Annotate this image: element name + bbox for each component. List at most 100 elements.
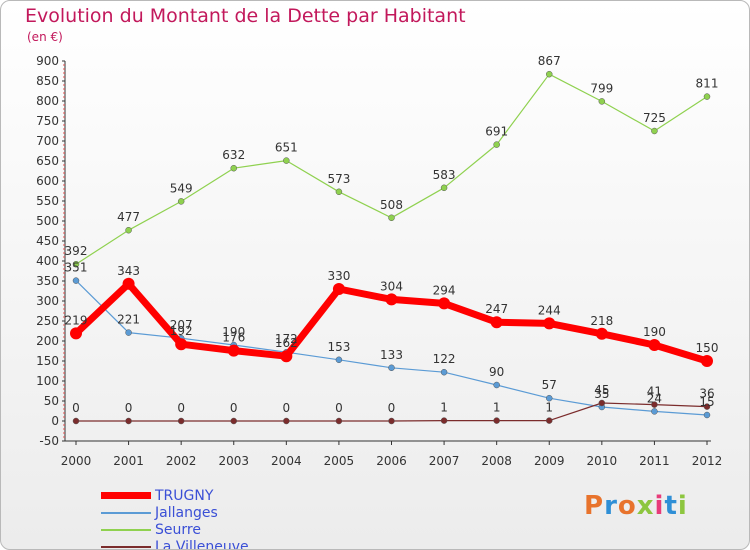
data-point	[543, 317, 556, 330]
x-tick-label: 2000	[61, 454, 92, 468]
y-tick-label: 200	[36, 334, 59, 348]
data-label: 1	[440, 401, 448, 415]
data-point	[703, 93, 711, 100]
data-label: 651	[275, 141, 298, 155]
data-point	[493, 417, 500, 424]
data-label: 0	[388, 401, 396, 415]
y-tick-label: 50	[44, 394, 59, 408]
data-point	[438, 297, 451, 310]
x-tick-label: 2007	[429, 454, 460, 468]
legend-swatch	[101, 545, 151, 548]
data-point	[598, 98, 606, 105]
data-label: 508	[380, 198, 403, 212]
data-label: 0	[335, 401, 343, 415]
y-tick-label: 550	[36, 194, 59, 208]
data-label: 15	[699, 395, 714, 409]
legend-label: Jallanges	[155, 504, 218, 521]
chart-title: Evolution du Montant de la Dette par Hab…	[25, 5, 466, 27]
x-tick-label: 2004	[271, 454, 302, 468]
x-tick-label: 2005	[324, 454, 355, 468]
data-label: 153	[327, 340, 350, 354]
data-label: 0	[177, 401, 185, 415]
data-point	[595, 327, 608, 340]
data-label: 304	[380, 279, 403, 293]
data-point	[125, 226, 132, 234]
legend-label: Seurre	[155, 521, 201, 538]
data-label: 133	[380, 348, 403, 362]
y-tick-label: 450	[36, 234, 59, 248]
x-tick-label: 2009	[534, 454, 565, 468]
data-label: 0	[125, 401, 133, 415]
x-tick-label: 2001	[113, 454, 144, 468]
legend-label: La Villeneuve	[155, 538, 249, 550]
y-tick-label: 350	[36, 274, 59, 288]
data-point	[177, 198, 185, 205]
data-point	[335, 188, 343, 196]
data-label: 0	[72, 401, 80, 415]
data-point	[280, 350, 293, 363]
data-label: 221	[117, 313, 140, 327]
data-point	[598, 399, 606, 407]
data-label: 45	[594, 383, 609, 397]
data-label: 0	[283, 401, 291, 415]
legend-item: Jallanges	[101, 504, 249, 521]
data-label: 90	[489, 365, 504, 379]
data-point	[125, 417, 132, 425]
y-tick-label: 0	[51, 414, 59, 428]
data-point	[335, 356, 343, 364]
data-point	[385, 293, 398, 306]
data-point	[72, 277, 80, 284]
data-label: 799	[590, 81, 613, 95]
data-point	[703, 411, 711, 419]
y-tick-label: 250	[36, 314, 59, 328]
data-label: 583	[433, 168, 456, 182]
data-label: 172	[275, 332, 298, 346]
data-label: 244	[538, 303, 561, 317]
brand-letter: i	[677, 491, 688, 521]
data-point	[335, 417, 343, 425]
x-tick-label: 2006	[376, 454, 407, 468]
data-label: 343	[117, 264, 140, 278]
data-point	[175, 338, 188, 351]
data-point	[70, 327, 82, 340]
data-label: 162	[275, 336, 298, 350]
data-label: 219	[65, 313, 88, 327]
data-label: 57	[542, 378, 557, 392]
legend-item: TRUGNY	[101, 487, 249, 504]
data-point	[72, 417, 80, 425]
data-label: 190	[222, 325, 245, 339]
brand-letter: t	[664, 491, 678, 521]
data-point	[651, 127, 658, 135]
chart-subtitle: (en €)	[27, 30, 63, 44]
data-label: 36	[699, 387, 714, 401]
data-label: 691	[485, 125, 508, 139]
data-label: 122	[433, 352, 456, 366]
data-point	[283, 417, 290, 425]
data-point	[230, 164, 237, 172]
legend-swatch	[101, 492, 151, 499]
brand-letter: x	[636, 491, 655, 521]
data-label: 192	[170, 324, 193, 338]
x-tick-label: 2002	[166, 454, 197, 468]
legend-swatch	[101, 511, 151, 514]
data-label: 0	[230, 401, 238, 415]
data-label: 330	[327, 269, 350, 283]
data-point	[227, 344, 240, 357]
y-tick-label: 400	[36, 254, 59, 268]
data-point	[703, 403, 711, 410]
proxiti-logo: Proxiti	[584, 491, 688, 521]
data-point	[332, 283, 345, 295]
x-tick-label: 2010	[587, 454, 618, 468]
y-tick-label: 750	[36, 114, 59, 128]
data-point	[546, 70, 553, 78]
data-point	[546, 394, 553, 402]
data-label: 35	[594, 387, 609, 401]
data-label: 392	[65, 244, 88, 258]
data-label: 351	[65, 261, 88, 275]
data-label: 477	[117, 210, 140, 224]
data-point	[388, 364, 395, 372]
x-tick-label: 2003	[218, 454, 249, 468]
data-label: 1	[493, 401, 501, 415]
data-label: 176	[222, 331, 245, 345]
